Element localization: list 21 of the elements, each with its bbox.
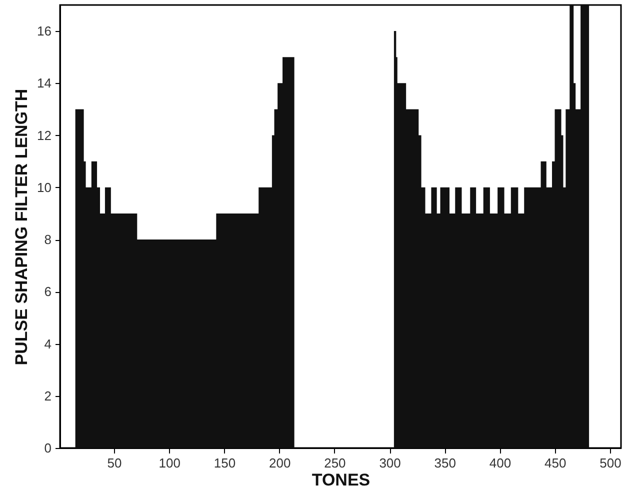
- y-axis-title: PULSE SHAPING FILTER LENGTH: [12, 88, 32, 366]
- y-tick-label: 0: [44, 440, 52, 456]
- x-tick-label: 300: [379, 456, 401, 470]
- x-tick-label: 350: [434, 456, 456, 470]
- x-tick-label: 100: [158, 456, 180, 470]
- x-tick-label: 200: [268, 456, 291, 470]
- x-tick-label: 250: [324, 456, 346, 470]
- y-tick-label: 14: [37, 76, 52, 91]
- y-tick-label: 16: [37, 24, 52, 39]
- y-tick-label: 4: [44, 336, 52, 352]
- x-tick-label: 150: [214, 456, 236, 470]
- y-tick-label: 2: [44, 388, 52, 404]
- y-tick-label: 10: [37, 180, 52, 195]
- x-axis-title: TONES: [312, 470, 370, 490]
- x-tick-label: 50: [107, 456, 122, 470]
- x-tick-label: 450: [544, 456, 566, 470]
- x-tick-label: 400: [489, 456, 512, 470]
- y-tick-label: 8: [44, 232, 52, 248]
- y-tick-label: 6: [44, 284, 52, 300]
- x-tick-label: 500: [600, 456, 622, 470]
- y-tick-label: 12: [37, 128, 52, 143]
